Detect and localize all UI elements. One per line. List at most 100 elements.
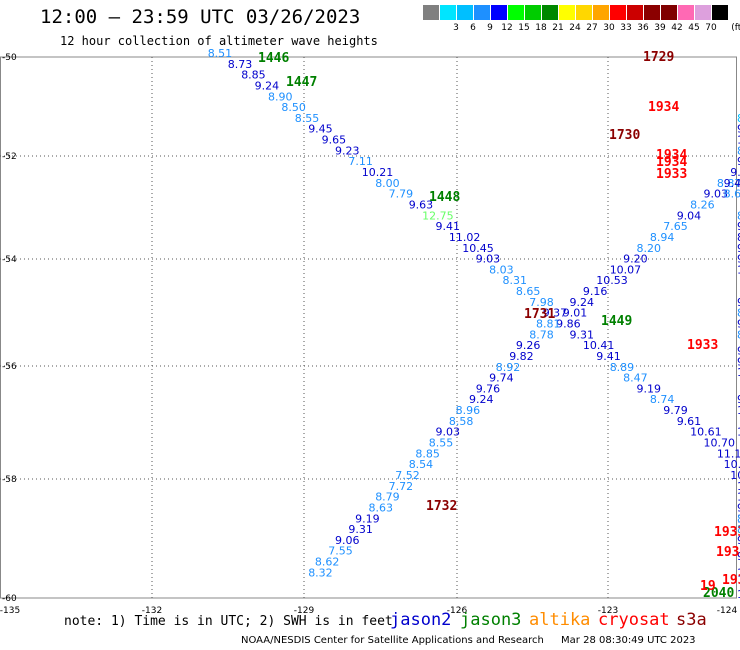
y-tick-label: -52 [2, 152, 17, 162]
satellite-jason2: jason2 [390, 610, 452, 630]
wave-height-label: 9.86 [556, 318, 581, 331]
wave-height-label: 9.37 [543, 307, 568, 320]
legend-label: 21 [552, 23, 564, 33]
x-tick-label: -135 [0, 606, 20, 616]
wave-height-label: 8.74 [650, 393, 675, 406]
wave-height-label: 9.46 [737, 393, 740, 406]
wave-height-label: 7.55 [328, 545, 353, 558]
wave-height-label: 9.45 [308, 123, 333, 136]
legend-swatch [525, 5, 541, 20]
wave-height-label: 9.03 [436, 426, 461, 439]
satellite-jason3: jason3 [460, 610, 522, 630]
legend-label: 30 [603, 23, 615, 33]
wave-height-label: 9.76 [476, 382, 501, 395]
legend-swatch [542, 5, 558, 20]
pass-time-label: 1730 [609, 128, 640, 143]
wave-height-label: 8.32 [308, 566, 333, 579]
wave-height-label: 9.42 [724, 177, 740, 190]
wave-height-label: 7.72 [389, 480, 414, 493]
x-tick-label: -132 [142, 606, 162, 616]
wave-height-label: 8.55 [295, 112, 320, 125]
pass-time-label: 193 [716, 545, 739, 560]
wave-height-label: 10.21 [362, 166, 394, 179]
pass-time-label: 19 [700, 579, 716, 594]
wave-height-label: 9.41 [436, 220, 461, 233]
wave-height-label: 8.66 [737, 231, 740, 244]
legend-label: 27 [586, 23, 598, 33]
wave-height-label: 8.65 [516, 285, 541, 298]
legend-swatch [559, 5, 575, 20]
wave-height-label: 7.65 [663, 220, 688, 233]
legend-swatch [627, 5, 643, 20]
legend-label: 39 [654, 23, 666, 33]
wave-height-label: 9.24 [255, 79, 280, 92]
pass-time-label: 1934 [656, 148, 687, 163]
footer-note: note: 1) Time is in UTC; 2) SWH is in fe… [64, 614, 393, 629]
legend-swatch [610, 5, 626, 20]
wave-height-label: 9.41 [596, 350, 621, 363]
wave-height-label: 8.20 [637, 242, 662, 255]
legend-label: 3 [453, 23, 459, 33]
legend-label: 15 [518, 23, 530, 33]
pass-time-label: 1447 [286, 75, 317, 90]
x-tick-label: -124 [717, 606, 738, 616]
wave-height-label: 8.62 [315, 556, 340, 569]
wave-height-label: 9.10 [737, 220, 740, 233]
wave-height-label: 9.04 [677, 209, 702, 222]
wave-height-label: 8.33 [737, 307, 740, 320]
wave-height-label: 10.15 [737, 566, 740, 579]
wave-height-label: 8.78 [529, 328, 554, 341]
legend-swatch [508, 5, 524, 20]
wave-height-label: 8.54 [737, 209, 740, 222]
wave-height-label: 9.06 [335, 534, 360, 547]
chart-subtitle: 12 hour collection of altimeter wave hei… [60, 34, 378, 48]
wave-height-label: 9.19 [637, 382, 662, 395]
wave-height-label: 9.65 [322, 134, 347, 147]
wave-height-label: 8.66 [737, 328, 740, 341]
wave-height-label: 10.00 [724, 458, 740, 471]
satellite-altika: altika [529, 610, 591, 630]
pass-time-label: 1933 [687, 338, 718, 353]
legend-swatch [457, 5, 473, 20]
legend-label: 33 [620, 23, 632, 33]
y-tick-label: -60 [2, 594, 17, 604]
wave-height-label: 10.59 [737, 480, 740, 493]
pass-time-label: 2040 [703, 586, 734, 601]
legend-swatch [491, 5, 507, 20]
legend-swatch [423, 5, 439, 20]
y-tick-label: -54 [2, 255, 17, 265]
wave-height-label: 8.87 [717, 177, 740, 190]
wave-height-label: 10.70 [704, 437, 736, 450]
wave-height-label: 8.55 [429, 437, 454, 450]
legend-label: 9 [487, 23, 493, 33]
wave-height-label: 9.37 [737, 155, 740, 168]
pass-time-label: 1448 [429, 190, 460, 205]
wave-height-label: 9.03 [704, 188, 729, 201]
wave-height-label: 8.88 [737, 523, 740, 536]
legend-label: 12 [501, 23, 513, 33]
wave-height-label: 8.89 [610, 361, 635, 374]
wave-height-label: 9.79 [737, 550, 740, 563]
legend-label: 36 [637, 23, 649, 33]
pass-time-label: 1446 [258, 51, 289, 66]
wave-height-label: 9.22 [737, 242, 740, 255]
y-tick-label: -56 [2, 362, 17, 372]
satellite-s3a: s3a [676, 610, 707, 630]
pass-time-label: 1732 [426, 499, 457, 514]
wave-height-label: 8.90 [737, 512, 740, 525]
wave-height-label: 10.45 [462, 242, 494, 255]
pass-time-label: 1934 [648, 100, 679, 115]
wave-height-label: 8.81 [536, 318, 561, 331]
pass-time-label: 193 [722, 573, 740, 588]
wave-height-label: 8.51 [208, 47, 233, 60]
generated-timestamp: Mar 28 08:30:49 UTC 2023 [561, 635, 696, 646]
wave-height-label: 9.69 [737, 501, 740, 514]
wave-height-label: 7.11 [348, 155, 373, 168]
wave-height-label: 10.97 [737, 588, 740, 601]
wave-height-label: 8.63 [369, 501, 394, 514]
legend-swatch [474, 5, 490, 20]
legend-label: 18 [535, 23, 547, 33]
wave-height-label: 7.98 [529, 296, 554, 309]
legend-label: 45 [688, 23, 700, 33]
